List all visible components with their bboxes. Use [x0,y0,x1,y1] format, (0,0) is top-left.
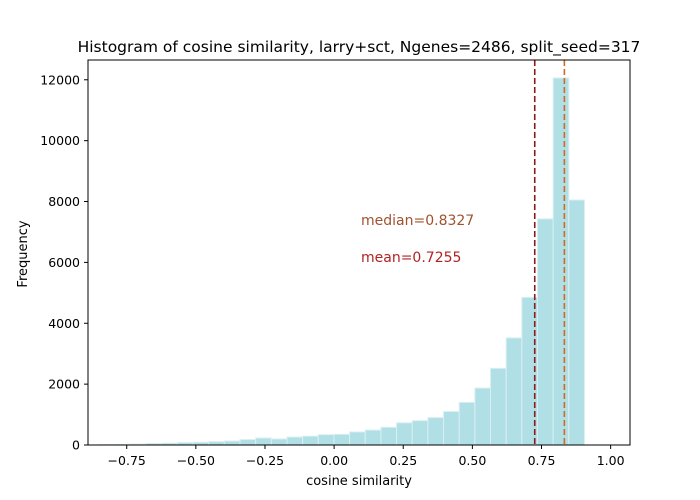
axes-frame [87,59,631,446]
y-tick-label: 0 [72,438,80,453]
histogram-bar [552,77,570,446]
histogram-bar [396,422,413,446]
histogram-bar [537,218,554,446]
histogram-bar [223,440,241,446]
histogram-bar [411,420,429,446]
x-tick-label: 0.50 [458,453,486,468]
histogram-bar [317,434,335,446]
histogram-bar [490,367,507,446]
x-tick-label: −0.25 [246,453,284,468]
x-axis-label: cosine similarity [306,474,412,489]
median-annotation: median=0.8327 [361,213,474,229]
histogram-bar [255,437,272,446]
x-tick-label: −0.50 [177,453,215,468]
y-tick-label: 2000 [48,377,80,392]
histogram-bar [505,337,523,446]
histogram-bar [239,439,257,446]
y-tick-label: 12000 [40,72,80,87]
histogram-bar [458,401,476,446]
y-axis-ticks: 0 2000 4000 6000 8000 10000 12000 [40,72,88,453]
histogram-bar [333,433,351,446]
x-tick-label: 0.75 [528,453,556,468]
y-tick-label: 8000 [48,194,80,209]
y-axis-label: Frequency [16,220,31,287]
histogram-bar [364,429,382,446]
chart-title: Histogram of cosine similarity, larry+sc… [78,38,641,57]
histogram-bar [443,411,460,446]
y-tick-label: 10000 [40,133,80,148]
histogram-bar [302,435,319,446]
y-tick-label: 4000 [48,316,80,331]
histogram-bar [286,436,304,446]
histogram-bar [427,417,445,446]
x-tick-label: 0.00 [320,453,348,468]
y-tick-label: 6000 [48,255,80,270]
histogram-bars [98,77,585,446]
histogram-bar [349,431,366,446]
x-tick-label: 0.25 [389,453,417,468]
histogram-bar [474,387,492,446]
x-axis-ticks: −0.75 −0.50 −0.25 0.00 0.25 0.50 0.75 1.00 [108,445,625,468]
histogram-bar [568,199,585,446]
mean-annotation: mean=0.7255 [361,250,461,266]
x-tick-label: 1.00 [597,453,625,468]
histogram-bar [270,438,288,446]
x-tick-label: −0.75 [108,453,146,468]
histogram-bar [208,441,225,446]
histogram-bar [380,426,398,446]
